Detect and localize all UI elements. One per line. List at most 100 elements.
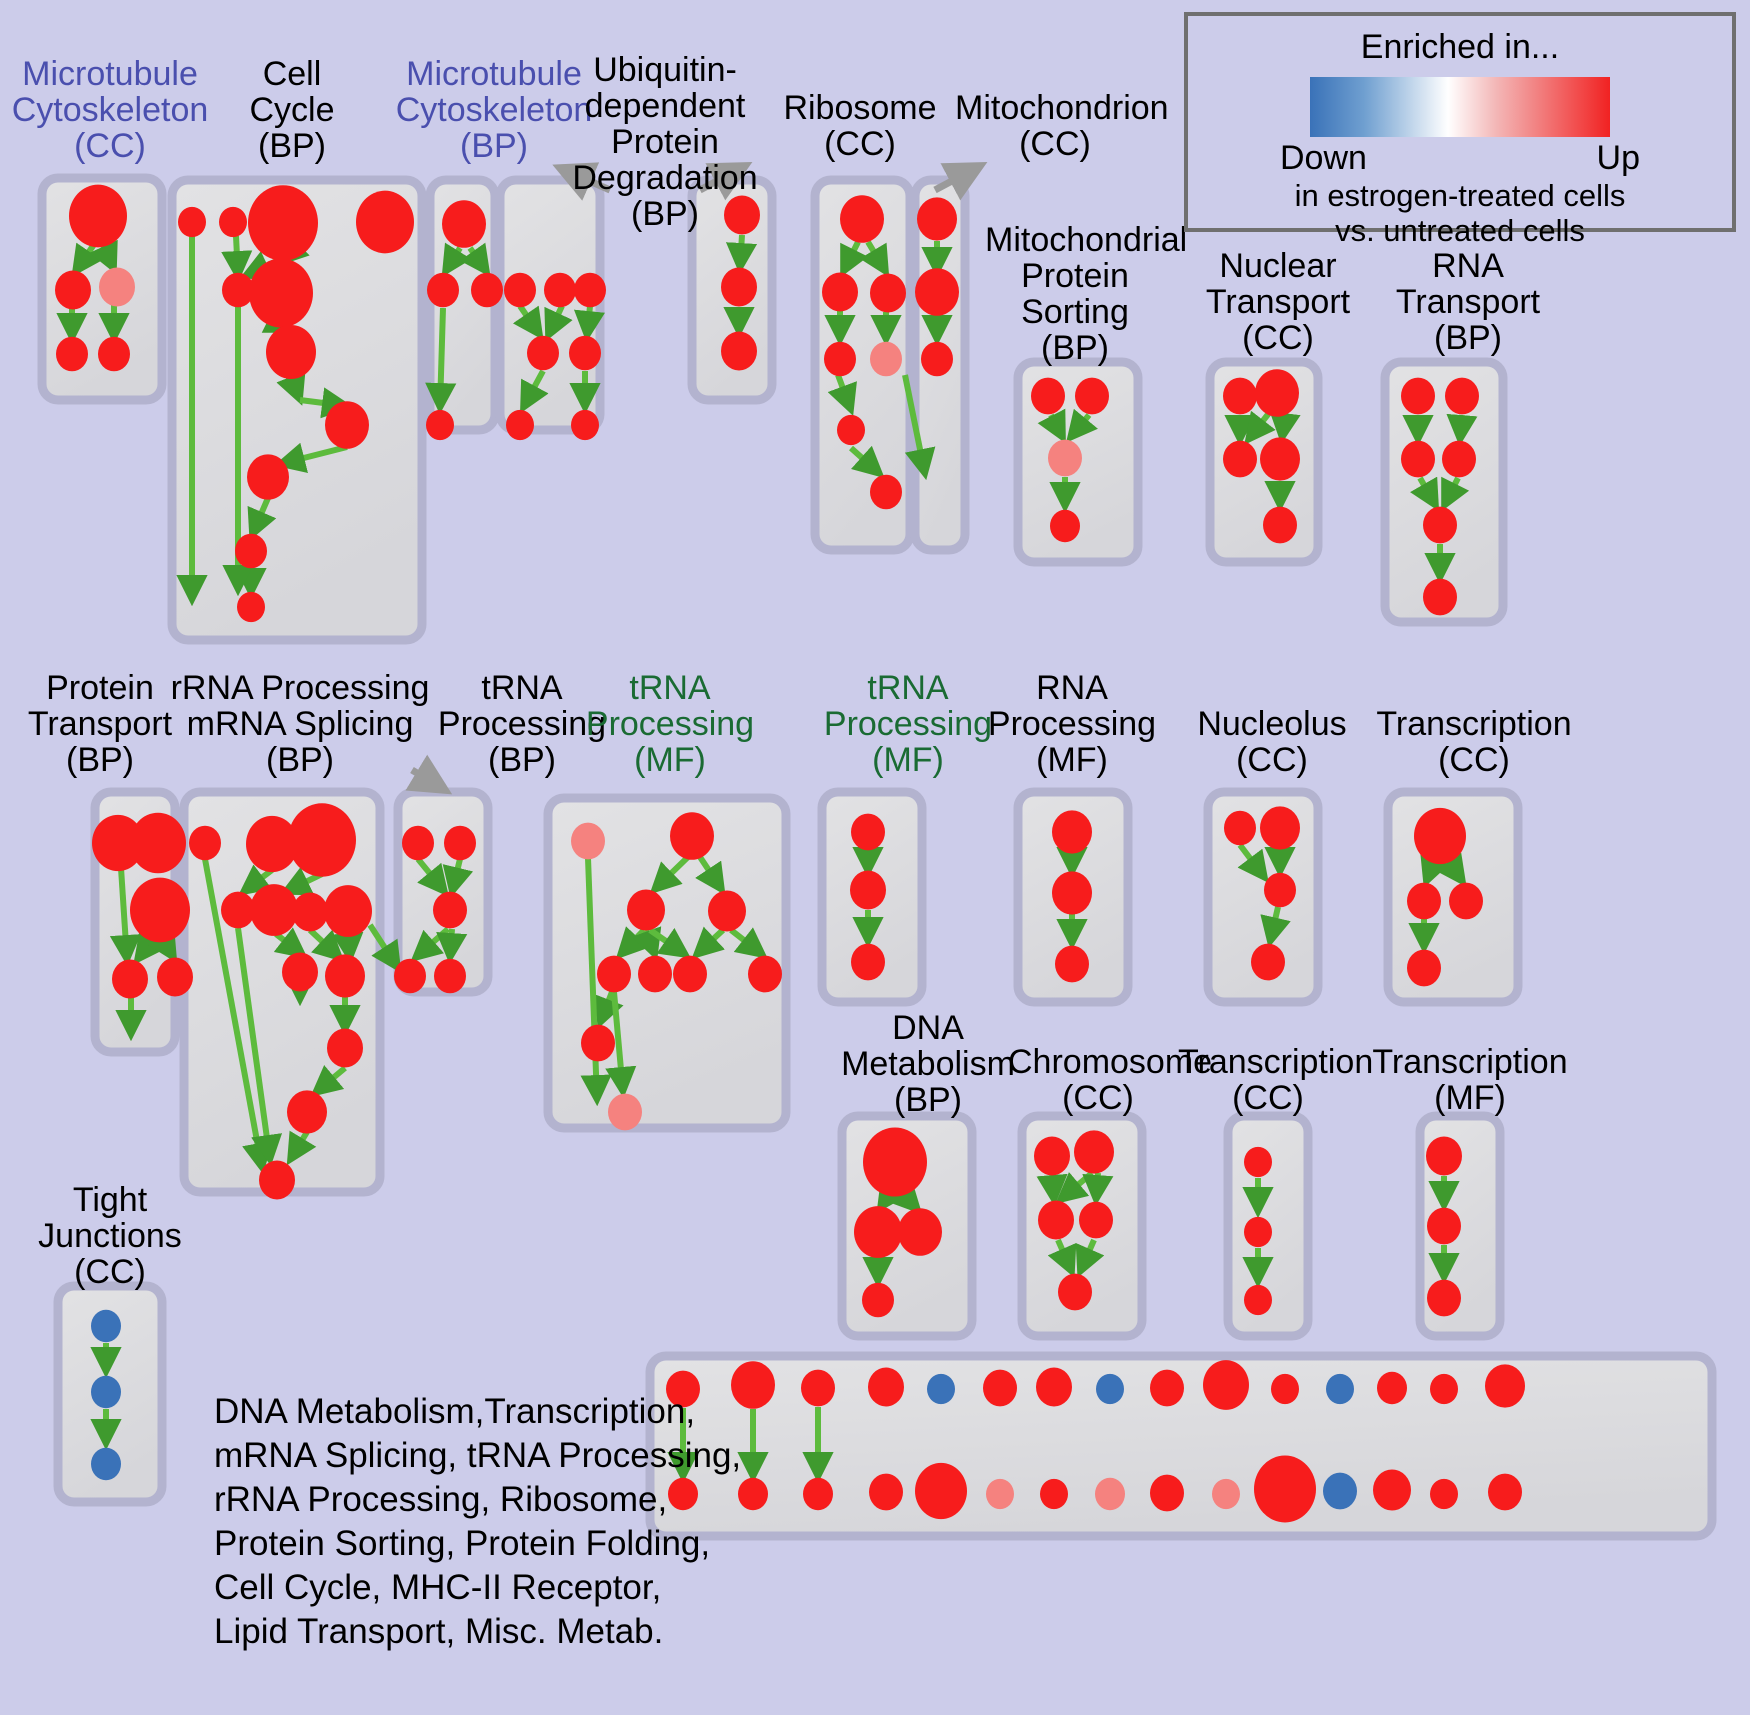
go-term-node[interactable] (324, 885, 372, 937)
go-term-node[interactable] (189, 825, 221, 861)
go-term-node[interactable] (1040, 1478, 1068, 1510)
go-term-node[interactable] (444, 825, 476, 861)
go-term-node[interactable] (1096, 1373, 1124, 1405)
go-term-node[interactable] (91, 1375, 121, 1409)
go-term-node[interactable] (92, 814, 144, 872)
go-term-node[interactable] (1377, 1371, 1407, 1405)
go-term-node[interactable] (803, 1477, 833, 1511)
go-term-node[interactable] (870, 474, 902, 510)
go-term-node[interactable] (1038, 1200, 1074, 1240)
go-term-node[interactable] (1052, 810, 1092, 854)
go-term-node[interactable] (898, 1208, 942, 1256)
go-term-node[interactable] (247, 454, 289, 500)
go-term-node[interactable] (402, 825, 434, 861)
go-term-node[interactable] (1255, 369, 1299, 417)
go-term-node[interactable] (840, 195, 884, 243)
go-term-node[interactable] (986, 1478, 1014, 1510)
go-term-node[interactable] (249, 258, 313, 328)
go-term-node[interactable] (1034, 1136, 1070, 1176)
go-term-node[interactable] (870, 273, 906, 313)
go-term-node[interactable] (851, 813, 885, 851)
go-term-node[interactable] (863, 1127, 927, 1197)
go-term-node[interactable] (638, 955, 672, 993)
go-term-node[interactable] (327, 1028, 363, 1068)
go-term-node[interactable] (282, 952, 318, 992)
go-term-node[interactable] (1075, 377, 1109, 415)
go-term-node[interactable] (157, 957, 193, 997)
go-term-node[interactable] (721, 331, 757, 371)
go-term-node[interactable] (504, 272, 536, 308)
go-term-node[interactable] (237, 591, 265, 623)
go-term-node[interactable] (1263, 506, 1297, 544)
go-term-node[interactable] (850, 870, 886, 910)
go-term-node[interactable] (1414, 807, 1466, 865)
go-term-node[interactable] (442, 200, 486, 248)
go-term-node[interactable] (98, 336, 130, 372)
go-term-node[interactable] (356, 190, 414, 254)
go-term-node[interactable] (1244, 1216, 1272, 1248)
go-term-node[interactable] (434, 958, 466, 994)
go-term-node[interactable] (1430, 1478, 1458, 1510)
go-term-node[interactable] (292, 892, 328, 932)
go-term-node[interactable] (1264, 872, 1296, 908)
go-term-node[interactable] (581, 1024, 615, 1062)
go-term-node[interactable] (1079, 1201, 1113, 1239)
go-term-node[interactable] (862, 1282, 894, 1318)
go-term-node[interactable] (259, 1160, 295, 1200)
go-term-node[interactable] (1488, 1473, 1522, 1511)
go-term-node[interactable] (571, 822, 605, 860)
go-term-node[interactable] (1251, 943, 1285, 981)
go-term-node[interactable] (1050, 509, 1080, 543)
go-term-node[interactable] (824, 341, 856, 377)
go-term-node[interactable] (1055, 945, 1089, 983)
go-term-node[interactable] (544, 272, 576, 308)
go-term-node[interactable] (738, 1477, 768, 1511)
go-term-node[interactable] (1445, 377, 1479, 415)
go-term-node[interactable] (1058, 1273, 1092, 1311)
go-term-node[interactable] (1254, 1455, 1316, 1523)
go-term-node[interactable] (1224, 810, 1256, 846)
go-term-node[interactable] (668, 1477, 698, 1511)
go-term-node[interactable] (927, 1373, 955, 1405)
go-term-node[interactable] (1430, 1373, 1458, 1405)
go-term-node[interactable] (1323, 1472, 1357, 1510)
go-term-node[interactable] (91, 1309, 121, 1343)
go-term-node[interactable] (748, 955, 782, 993)
go-term-node[interactable] (427, 272, 459, 308)
go-term-node[interactable] (851, 943, 885, 981)
go-term-node[interactable] (597, 955, 631, 993)
go-term-node[interactable] (394, 958, 426, 994)
go-term-node[interactable] (1212, 1478, 1240, 1510)
go-term-node[interactable] (670, 812, 714, 860)
go-term-node[interactable] (1150, 1474, 1184, 1512)
go-term-node[interactable] (56, 336, 88, 372)
go-term-node[interactable] (235, 533, 267, 569)
go-term-node[interactable] (869, 1473, 903, 1511)
go-term-node[interactable] (574, 272, 606, 308)
go-term-node[interactable] (1427, 1207, 1461, 1245)
go-term-node[interactable] (112, 959, 148, 999)
go-term-node[interactable] (1260, 437, 1300, 481)
go-term-node[interactable] (1244, 1284, 1272, 1316)
go-term-node[interactable] (569, 335, 601, 371)
go-term-node[interactable] (1485, 1364, 1525, 1408)
go-term-node[interactable] (1426, 1136, 1462, 1176)
go-term-node[interactable] (801, 1369, 835, 1407)
go-term-node[interactable] (1150, 1369, 1184, 1407)
go-term-node[interactable] (868, 1367, 904, 1407)
go-term-node[interactable] (1271, 1373, 1299, 1405)
go-term-node[interactable] (708, 890, 746, 932)
go-term-node[interactable] (248, 185, 318, 261)
go-term-node[interactable] (527, 335, 559, 371)
go-term-node[interactable] (221, 891, 255, 929)
go-term-node[interactable] (91, 1447, 121, 1481)
go-term-node[interactable] (288, 803, 356, 877)
go-term-node[interactable] (130, 812, 186, 874)
go-term-node[interactable] (1260, 806, 1300, 850)
go-term-node[interactable] (55, 270, 91, 310)
go-term-node[interactable] (1449, 882, 1483, 920)
go-term-node[interactable] (822, 272, 858, 312)
go-term-node[interactable] (608, 1093, 642, 1131)
go-term-node[interactable] (1048, 439, 1082, 477)
go-term-node[interactable] (1223, 377, 1257, 415)
